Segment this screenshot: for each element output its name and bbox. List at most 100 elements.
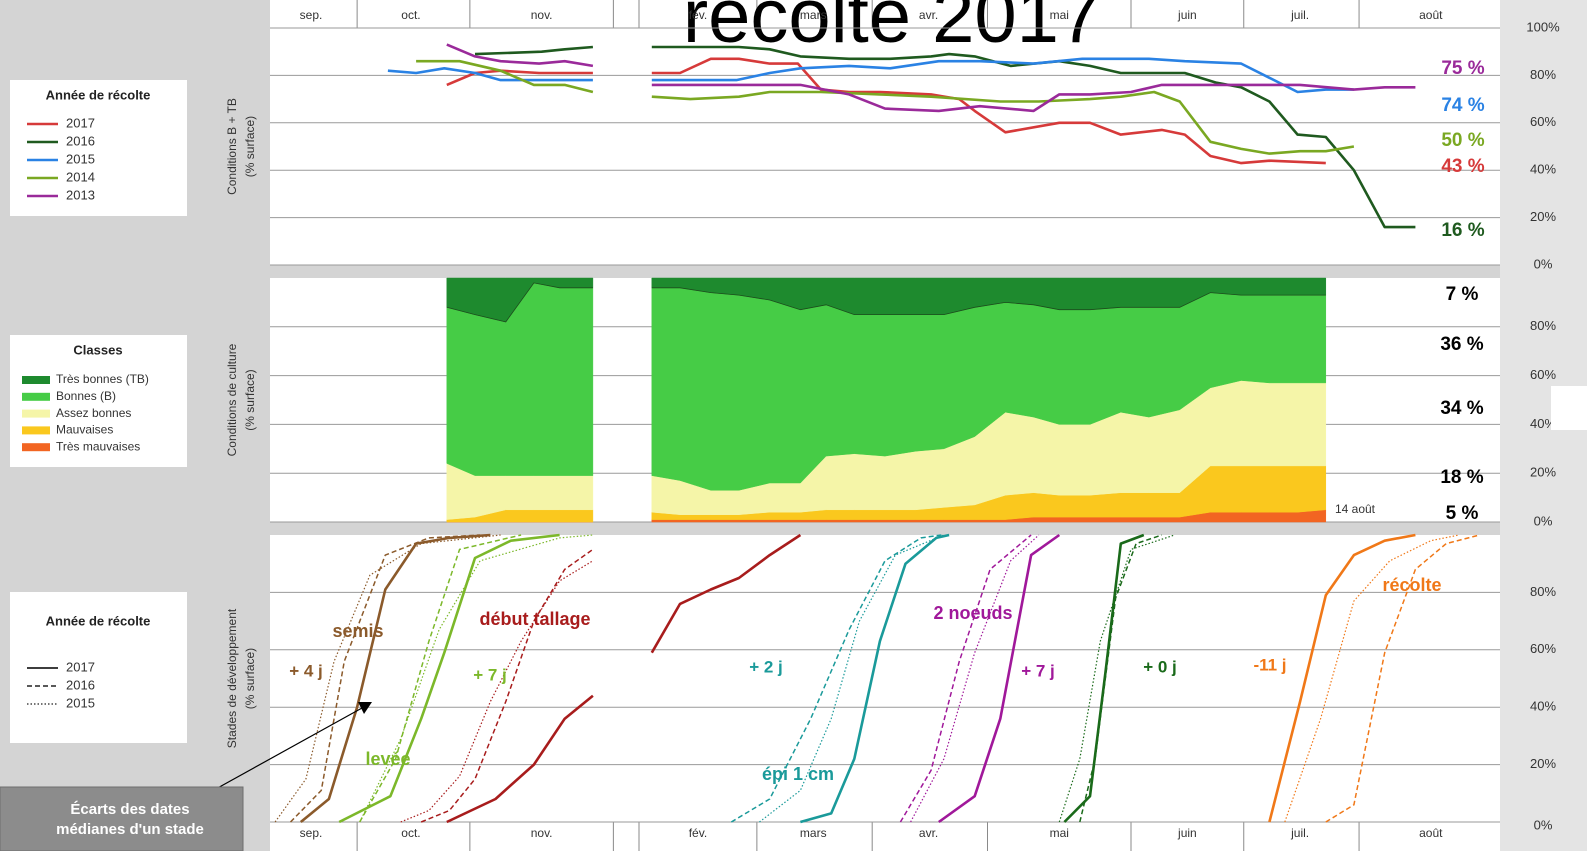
legend-swatch <box>22 426 50 435</box>
stage-curve <box>650 533 802 654</box>
y-axis-label: Conditions B + TB <box>225 98 239 195</box>
gap-label: -11 j <box>1253 655 1286 674</box>
y-axis-label: (% surface) <box>243 369 257 430</box>
y-tick-label: 60% <box>1530 114 1556 129</box>
stage-curve <box>446 694 594 824</box>
band-edge <box>446 282 593 323</box>
legend-label: Assez bonnes <box>56 406 131 420</box>
y-axis-label: (% surface) <box>243 116 257 177</box>
y-tick-label: 60% <box>1530 367 1556 382</box>
stage-label: épi 1 cm <box>762 764 834 784</box>
x-tick-label: mars <box>800 826 827 840</box>
stage-label: début tallage <box>479 609 590 629</box>
month-axis <box>270 822 1500 851</box>
stage-curve <box>289 534 481 823</box>
legend-label: 2017 <box>66 659 95 674</box>
end-label: 36 % <box>1440 334 1483 355</box>
legend-label: 2017 <box>66 115 95 130</box>
legend-label: 2014 <box>66 169 95 184</box>
y-tick-label: 100% <box>1526 19 1560 34</box>
legend-label: 2013 <box>66 187 95 202</box>
x-tick-label: oct. <box>401 8 420 22</box>
x-tick-label: juin <box>1177 826 1197 840</box>
line <box>474 45 594 56</box>
legend-label: 2015 <box>66 695 95 710</box>
stage-curve <box>1268 533 1416 823</box>
line <box>651 57 1326 165</box>
stage-curve <box>1325 534 1480 823</box>
end-label: 34 % <box>1440 398 1483 419</box>
stage-curve <box>730 534 942 823</box>
legend-swatch <box>22 409 50 418</box>
y-tick-label: 40% <box>1530 416 1556 431</box>
stage-label: semis <box>332 621 383 641</box>
stage-curve <box>274 534 501 823</box>
stage-curve <box>299 533 491 824</box>
annotation: 14 août <box>1335 502 1376 516</box>
plot-area <box>270 28 1500 265</box>
stage-curve <box>1284 534 1460 823</box>
y-tick-label: 0% <box>1534 256 1553 271</box>
gap-label: + 7 j <box>1021 661 1055 680</box>
stage-curve <box>759 534 945 823</box>
overlay-box <box>1551 386 1587 430</box>
x-tick-label: avr. <box>919 826 938 840</box>
end-label: 5 % <box>1446 503 1479 524</box>
y-axis-label: (% surface) <box>243 648 257 709</box>
end-label: 50 % <box>1441 130 1484 151</box>
legend-title: Année de récolte <box>46 87 151 102</box>
stage-curve <box>420 548 594 823</box>
x-tick-label: juin <box>1177 8 1197 22</box>
legend-swatch <box>22 392 50 401</box>
stage-curve <box>338 533 560 824</box>
stage-curve <box>1063 533 1145 823</box>
y-tick-label: 80% <box>1530 67 1556 82</box>
x-tick-label: mai <box>1050 826 1069 840</box>
x-tick-label: fév. <box>689 826 707 840</box>
x-tick-label: oct. <box>401 826 420 840</box>
plot-area <box>270 535 1500 822</box>
annotation-box <box>0 786 244 851</box>
annotation-text: Écarts des dates <box>70 801 189 818</box>
line <box>651 45 1416 229</box>
x-tick-label: mars <box>800 8 827 22</box>
x-tick-label: juil. <box>1290 826 1309 840</box>
y-tick-label: 0% <box>1534 513 1553 528</box>
annotation-text: médianes d'un stade <box>56 821 204 838</box>
stage-curve <box>359 534 522 823</box>
band-edge <box>651 287 1326 315</box>
stage-label: levée <box>365 749 410 769</box>
y-tick-label: 40% <box>1530 162 1556 177</box>
line <box>416 59 594 94</box>
legend-label: Très mauvaises <box>56 439 140 453</box>
y-tick-label: 80% <box>1530 584 1556 599</box>
line <box>651 57 1354 94</box>
legend-label: 2016 <box>66 677 95 692</box>
end-label: 16 % <box>1441 220 1484 241</box>
legend-label: Mauvaises <box>56 423 113 437</box>
x-tick-label: sep. <box>300 8 323 22</box>
stage-curve <box>899 534 1032 823</box>
end-label: 75 % <box>1441 58 1484 79</box>
end-label: 7 % <box>1446 284 1479 305</box>
legend-swatch <box>22 376 50 384</box>
x-tick-label: nov. <box>531 8 553 22</box>
end-label: 74 % <box>1441 95 1484 116</box>
stage-curve <box>1058 534 1175 823</box>
legend-box <box>10 80 187 216</box>
annotation-arrow <box>213 707 363 791</box>
y-tick-label: 80% <box>1530 318 1556 333</box>
gap-label: + 4 j <box>289 661 323 680</box>
stage-curve <box>938 533 1061 824</box>
legend-label: 2016 <box>66 133 95 148</box>
legend-title: Classes <box>73 342 122 357</box>
y-tick-label: 20% <box>1530 209 1556 224</box>
line <box>651 90 1355 155</box>
y-tick-label: 20% <box>1530 756 1556 771</box>
x-tick-label: sep. <box>300 826 323 840</box>
x-tick-label: mai <box>1050 8 1069 22</box>
stage-label: récolte <box>1382 575 1441 595</box>
gap-label: + 7 j <box>473 665 507 684</box>
